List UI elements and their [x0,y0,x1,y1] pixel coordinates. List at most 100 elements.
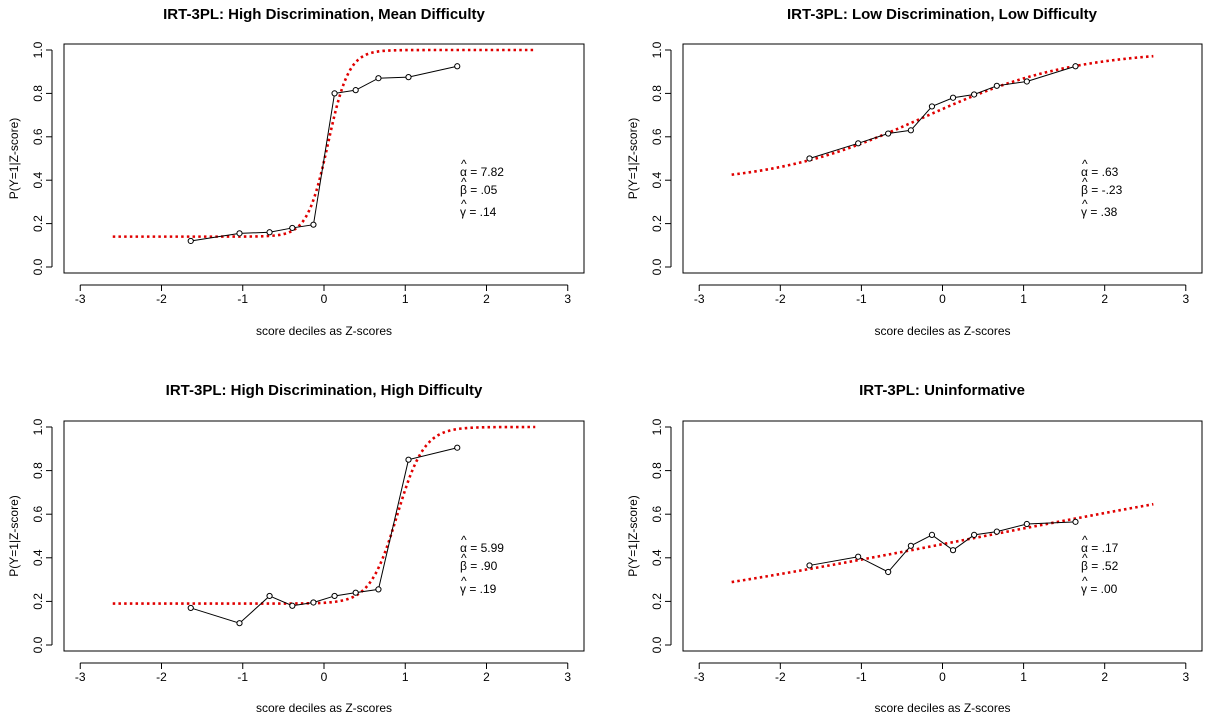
param-gamma: γ = .14 [460,205,497,219]
y-tick-label: 0.4 [31,549,45,566]
y-axis-label: P(Y=1|Z-score) [7,495,21,576]
param-alpha: α = .17 [1081,541,1119,555]
observed-point [375,586,382,593]
x-axis-label: score deciles as Z-scores [874,701,1010,715]
hat-alpha: ^ [1082,157,1088,171]
x-tick-label: 2 [483,670,490,684]
x-tick-label: 0 [939,670,946,684]
observed-point [949,547,957,554]
model-curve [731,54,1154,176]
y-tick-label: 0.2 [650,593,664,610]
observed-point [352,589,359,596]
observed-point [289,602,296,609]
param-alpha: α = 7.82 [460,165,504,179]
chart-panel-4: IRT-3PL: Uninformative -3 -2 -1 0 1 2 3 score de… [626,382,1203,715]
observed-point [855,140,862,147]
observed-point [289,224,296,232]
param-gamma: γ = .00 [1081,582,1118,596]
observed-point [187,237,194,245]
observed-point [1072,518,1079,525]
observed-point [1023,78,1030,85]
model-curve [112,425,536,605]
observed-line [809,521,1076,573]
chart-title: IRT-3PL: High Discrimination, Mean Diffi… [163,6,485,23]
chart-title: IRT-3PL: Low Discrimination, Low Difficu… [787,6,1098,23]
y-tick-label: 0.2 [31,215,45,232]
plot-frame [682,420,1203,652]
x-tick-label: -3 [75,670,86,684]
y-tick-label: 1.0 [31,418,45,435]
param-beta: β = .52 [1081,559,1119,573]
observed-point [907,127,914,134]
observed-line [809,65,1076,159]
observed-point [806,155,813,162]
x-axis-label: score deciles as Z-scores [256,701,392,715]
observed-point [907,542,914,549]
observed-point [331,90,338,97]
y-tick-label: 0.2 [31,593,45,610]
x-tick-label: 3 [1182,292,1189,306]
y-tick-label: 0.8 [31,85,45,102]
observed-point [993,528,1000,535]
observed-point [236,230,243,237]
chart-panel-1: IRT-3PL: High Discrimination, Mean Diffi… [7,6,585,338]
y-tick-label: 0.8 [31,462,45,479]
observed-point [375,75,382,82]
observed-point [1023,520,1030,528]
hat-alpha: ^ [461,533,467,547]
observed-point [885,568,892,576]
y-tick-label: 1.0 [650,418,664,435]
observed-point [405,74,412,81]
x-tick-label: 3 [564,670,571,684]
observed-point [949,94,957,101]
y-tick-label: 0.6 [650,128,664,145]
y-tick-label: 0.4 [31,172,45,189]
observed-point [855,553,862,560]
observed-point [971,91,978,98]
observed-point [352,87,359,94]
x-axis-label: score deciles as Z-scores [256,324,392,338]
hat-gamma: ^ [461,574,467,588]
hat-beta: ^ [461,175,467,189]
observed-point [971,531,978,539]
y-tick-label: 0.6 [31,128,45,145]
y-tick-label: 0.0 [650,258,664,275]
hat-gamma: ^ [461,197,467,211]
chart-panel-2: IRT-3PL: Low Discrimination, Low Difficu… [626,6,1203,338]
y-axis-label: P(Y=1|Z-score) [626,495,640,576]
x-tick-label: 1 [402,670,409,684]
observed-point [928,103,936,110]
x-tick-label: -3 [694,292,705,306]
x-tick-label: 0 [939,292,946,306]
x-tick-label: 3 [564,292,571,306]
y-tick-label: 0.6 [31,506,45,523]
hat-beta: ^ [1082,175,1088,189]
x-tick-label: -2 [775,292,786,306]
observed-point [187,604,194,612]
observed-point [266,592,273,600]
x-tick-label: -2 [156,292,167,306]
chart-title: IRT-3PL: High Discrimination, High Diffi… [166,382,483,399]
observed-line [190,447,458,624]
param-gamma: γ = .38 [1081,205,1118,219]
x-tick-label: 3 [1182,670,1189,684]
hat-gamma: ^ [1082,197,1088,211]
plot-frame [682,43,1203,274]
x-tick-label: -3 [694,670,705,684]
observed-point [454,63,461,70]
x-tick-label: 1 [1020,292,1027,306]
param-alpha: α = .63 [1081,165,1119,179]
observed-point [310,221,317,228]
param-alpha: α = 5.99 [460,541,504,555]
x-tick-label: 2 [1101,670,1108,684]
observed-point [454,444,461,451]
param-gamma: γ = .19 [460,582,497,596]
hat-beta: ^ [461,551,467,565]
hat-alpha: ^ [461,157,467,171]
x-tick-label: 2 [1101,292,1108,306]
param-beta: β = .05 [460,183,498,197]
hat-gamma: ^ [1082,574,1088,588]
x-tick-label: -1 [856,670,867,684]
y-tick-label: 0.0 [31,636,45,653]
